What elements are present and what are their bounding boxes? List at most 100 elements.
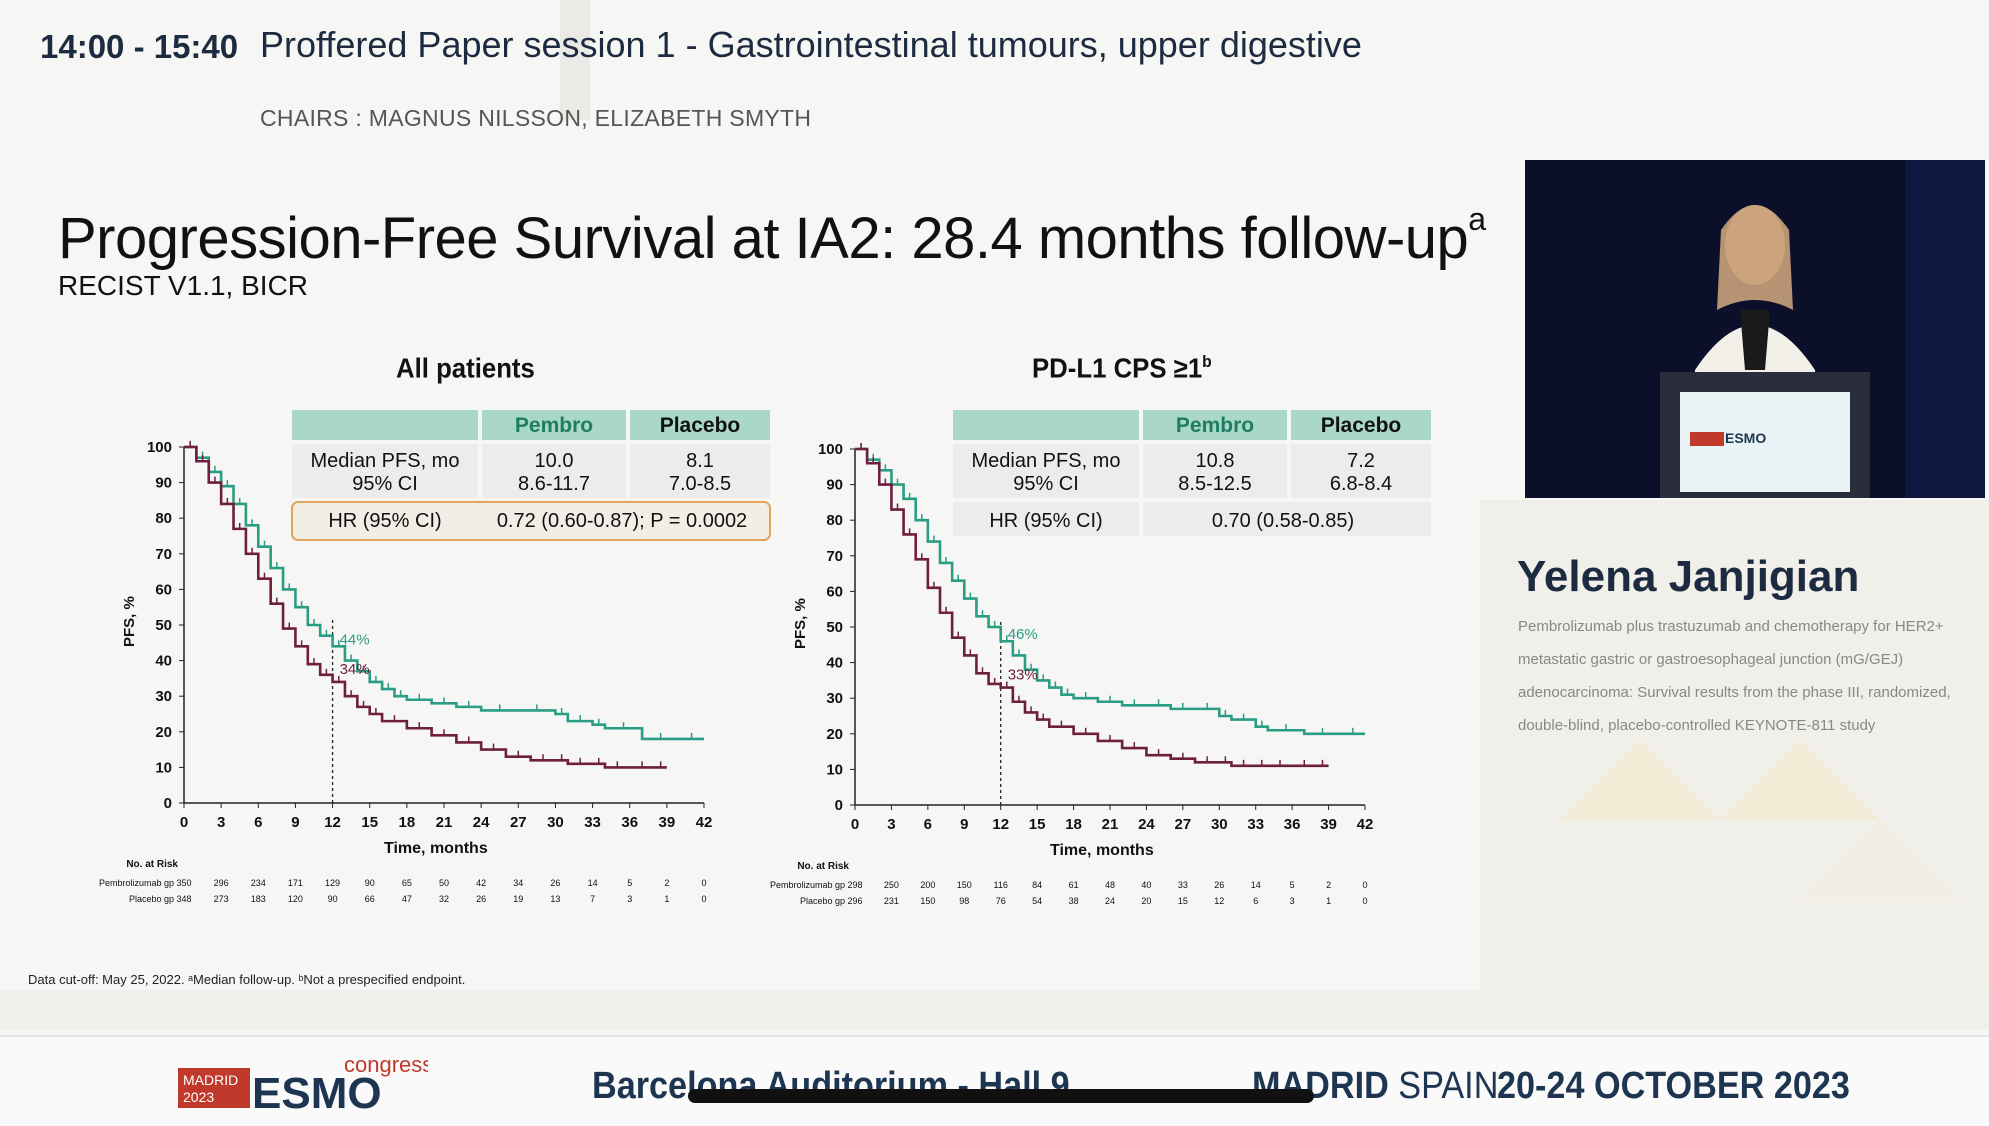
y-tick-label: 50 [826, 619, 843, 636]
x-tick-label: 33 [584, 814, 601, 831]
risk-count: 0 [701, 894, 706, 904]
speaker-name: Yelena Janjigian [1517, 552, 1860, 601]
hr-label: HR (95% CI) [989, 510, 1102, 532]
video-scrub-handle[interactable] [688, 1089, 1314, 1103]
table-row-bg [1291, 444, 1431, 498]
risk-count: 0 [701, 878, 706, 888]
esmo-congress-logo: MADRID 2023 ESMO congress [178, 1052, 428, 1112]
x-tick-label: 0 [180, 814, 188, 831]
risk-count: 200 [920, 880, 935, 890]
x-tick-label: 39 [1320, 816, 1337, 833]
table-placebo-ci: 7.0-8.5 [669, 473, 731, 495]
placebo-landmark-label: 33% [1008, 667, 1038, 684]
session-time: 14:00 - 15:40 [40, 28, 239, 65]
x-tick-label: 30 [1211, 816, 1228, 833]
table-pembro-median: 10.0 [535, 450, 574, 472]
risk-count: 273 [214, 894, 229, 904]
table-pembro-median: 10.8 [1196, 450, 1235, 472]
y-tick-label: 10 [826, 761, 843, 778]
y-tick-label: 0 [164, 795, 172, 812]
city-country: SPAIN [1398, 1065, 1499, 1107]
slide-footnote: Data cut-off: May 25, 2022. ᵃMedian foll… [28, 972, 466, 987]
risk-count: 26 [1214, 880, 1224, 890]
risk-table-title: No. at Risk [797, 861, 849, 872]
y-tick-label: 0 [835, 797, 843, 814]
risk-row-label: Pembrolizumab gp [770, 880, 845, 890]
table-placebo-median: 8.1 [686, 450, 714, 472]
x-tick-label: 42 [696, 814, 713, 831]
risk-count: 13 [550, 894, 560, 904]
speaker-top [1740, 310, 1770, 370]
risk-count: 0 [1362, 880, 1367, 890]
x-tick-label: 24 [1138, 816, 1155, 833]
table-placebo-median: 7.2 [1347, 450, 1375, 472]
risk-table-title: No. at Risk [126, 859, 178, 870]
y-tick-label: 40 [826, 655, 843, 672]
pembro-landmark-label: 46% [1008, 626, 1038, 643]
risk-count: 3 [627, 894, 632, 904]
y-tick-label: 70 [826, 548, 843, 565]
x-tick-label: 9 [960, 816, 968, 833]
table-header-placebo: Placebo [1321, 414, 1402, 437]
x-tick-label: 6 [924, 816, 932, 833]
x-tick-label: 33 [1247, 816, 1264, 833]
table-header-placebo: Placebo [660, 414, 741, 437]
table-header-cell-pembro [1143, 410, 1287, 440]
x-tick-label: 36 [621, 814, 638, 831]
y-tick-label: 10 [155, 759, 172, 776]
risk-count: 298 [847, 880, 862, 890]
x-tick-label: 15 [1029, 816, 1046, 833]
logo-madrid-text: MADRID [183, 1072, 238, 1088]
risk-count: 120 [288, 894, 303, 904]
pembro-survival-curve [855, 447, 1365, 736]
city-label: MADRID SPAIN [1252, 1065, 1498, 1108]
talk-description: Pembrolizumab plus trastuzumab and chemo… [1518, 618, 1951, 734]
risk-count: 1 [1326, 896, 1331, 906]
risk-count: 50 [439, 878, 449, 888]
speaker-hair [1717, 205, 1793, 310]
x-tick-label: 36 [1284, 816, 1301, 833]
y-tick-label: 80 [155, 510, 172, 527]
risk-count: 348 [176, 894, 191, 904]
congress-dates: 20-24 OCTOBER 2023 [1497, 1065, 1850, 1107]
y-tick-label: 90 [155, 475, 172, 492]
hr-label: HR (95% CI) [328, 510, 441, 532]
table-pembro-ci: 8.6-11.7 [518, 473, 590, 495]
table-row-bg [292, 444, 478, 498]
placebo-survival-curve [855, 447, 1329, 768]
logo-year-text: 2023 [183, 1089, 214, 1105]
risk-count: 12 [1214, 896, 1224, 906]
y-tick-label: 20 [826, 726, 843, 743]
hr-row-bg [1143, 502, 1431, 536]
logo-esmo-text: ESMO [252, 1069, 382, 1112]
table-header-cell-pembro [482, 410, 626, 440]
risk-count: 5 [1290, 880, 1295, 890]
x-tick-label: 42 [1357, 816, 1374, 833]
risk-count: 3 [1290, 896, 1295, 906]
risk-count: 33 [1178, 880, 1188, 890]
risk-count: 296 [214, 878, 229, 888]
y-tick-label: 60 [155, 581, 172, 598]
x-tick-label: 39 [659, 814, 676, 831]
risk-count: 5 [627, 878, 632, 888]
risk-count: 26 [476, 894, 486, 904]
risk-count: 42 [476, 878, 486, 888]
table-header-cell-empty [953, 410, 1139, 440]
risk-count: 7 [590, 894, 595, 904]
x-tick-label: 12 [992, 816, 1009, 833]
x-tick-label: 15 [361, 814, 378, 831]
logo-congress-text: congress [344, 1052, 428, 1077]
slide-title-text: Progression-Free Survival at IA2: 28.4 m… [58, 206, 1469, 271]
risk-count: 90 [365, 878, 375, 888]
chart-title-all-patients: All patients [396, 352, 535, 384]
table-row-bg [630, 444, 770, 498]
risk-count: 66 [365, 894, 375, 904]
y-tick-label: 100 [818, 441, 843, 458]
table-row-bg [1143, 444, 1287, 498]
x-tick-label: 6 [254, 814, 262, 831]
y-axis-label: PFS, % [792, 598, 809, 649]
risk-count: 54 [1032, 896, 1042, 906]
risk-count: 76 [996, 896, 1006, 906]
